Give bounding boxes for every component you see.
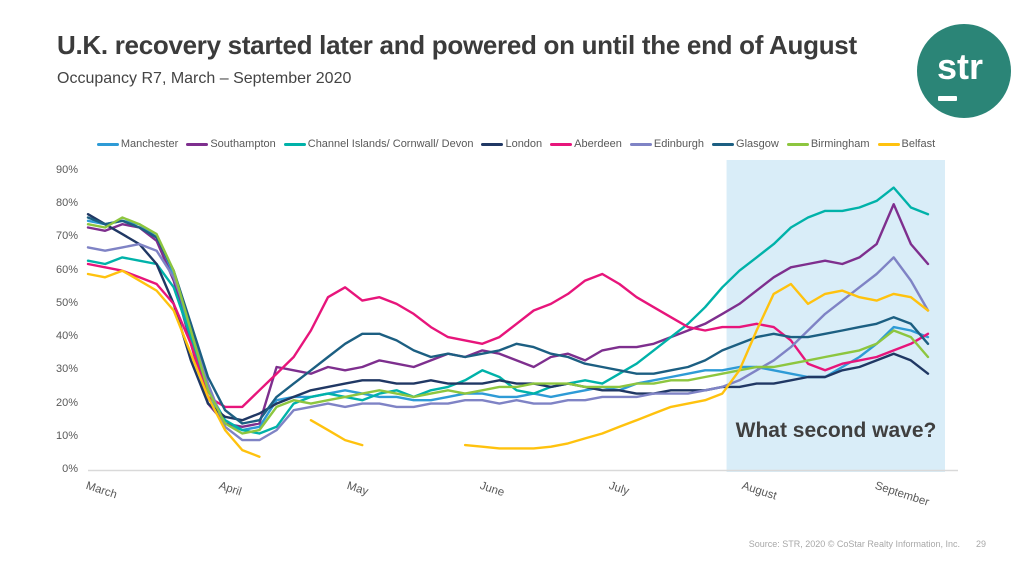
legend-label: Edinburgh [653, 138, 705, 150]
str-logo-text: str [937, 46, 984, 87]
legend-swatch [786, 142, 809, 146]
page-number: 29 [975, 539, 986, 549]
y-tick-label: 20% [55, 396, 78, 409]
y-tick-label: 70% [55, 230, 78, 243]
series-line-belfast [86, 269, 930, 458]
str-logo-underline [938, 96, 957, 101]
y-tick-label: 80% [55, 197, 78, 210]
legend-swatch [877, 142, 900, 146]
series-line-birmingham [86, 216, 930, 435]
legend-label: Aberdeen [574, 138, 622, 150]
series-line-edinburgh [86, 242, 930, 442]
y-tick-label: 40% [55, 330, 78, 343]
legend-label: Manchester [120, 138, 179, 150]
legend-item-edinburgh: Edinburgh [629, 138, 705, 150]
y-tick-label: 60% [55, 263, 78, 276]
legend-swatch [96, 142, 119, 146]
legend-label: Southampton [210, 138, 276, 150]
legend-item-aberdeen: Aberdeen [550, 138, 622, 150]
chart-legend: Manchester Southampton Channel Islands/ Co… [82, 138, 950, 150]
legend-item-birmingham: Birmingham [786, 138, 870, 150]
legend-label: Channel Islands/ Cornwall/ Devon [307, 138, 474, 150]
series-line-glasgow [86, 216, 930, 425]
legend-item-southampton: Southampton [186, 138, 276, 150]
series-line-channel-islands-cornwall-devon [86, 186, 930, 435]
legend-item-belfast: Belfast [877, 138, 936, 150]
y-tick-label: 0% [62, 463, 78, 475]
source-text: Source: STR, 2020 © CoStar Realty Inform… [748, 539, 960, 549]
legend-swatch [550, 142, 573, 146]
page-subtitle: Occupancy R7, March – September 2020 [57, 70, 352, 87]
legend-swatch [629, 142, 652, 146]
legend-item-glasgow: Glasgow [712, 138, 779, 150]
legend-label: Glasgow [736, 138, 779, 150]
series-line-london [86, 213, 930, 422]
footer: Source: STR, 2020 © CoStar Realty Inform… [749, 539, 986, 549]
legend-swatch [283, 142, 306, 146]
y-tick-label: 10% [55, 429, 78, 442]
legend-item-channel-islands-cornwall-devon: Channel Islands/ Cornwall/ Devon [283, 138, 474, 150]
legend-swatch [481, 142, 504, 146]
page-title: U.K. recovery started later and powered … [57, 30, 857, 60]
y-tick-label: 30% [55, 363, 78, 376]
legend-swatch [712, 142, 735, 146]
y-tick-label: 50% [55, 296, 78, 309]
legend-swatch [186, 142, 209, 146]
second-wave-annotation: What second wave? [735, 419, 937, 442]
series-line-aberdeen [86, 262, 930, 409]
y-tick-label: 90% [55, 164, 78, 176]
legend-label: Birmingham [810, 138, 870, 150]
str-logo: str [917, 24, 1011, 118]
legend-label: Belfast [901, 138, 936, 150]
legend-label: London [505, 138, 543, 150]
legend-item-london: London [481, 138, 542, 150]
legend-item-manchester: Manchester [96, 138, 179, 150]
